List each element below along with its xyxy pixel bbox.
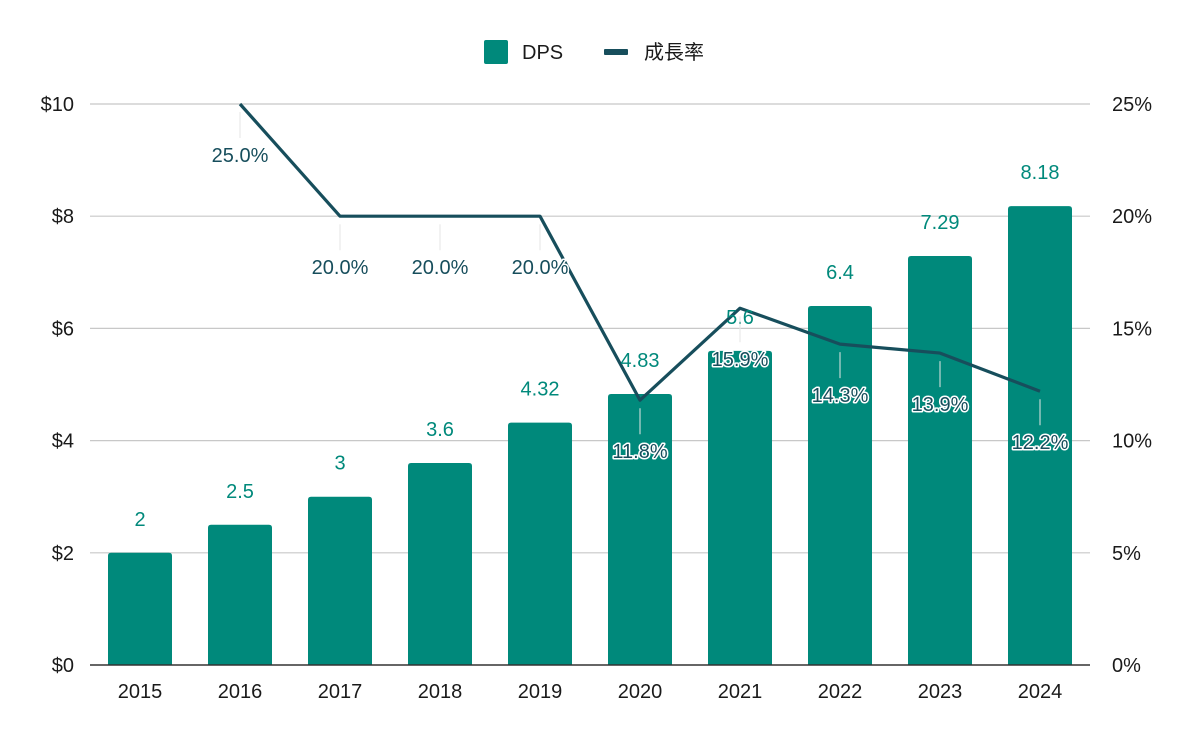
y-left-tick-label: $10 [41, 94, 74, 116]
y-left-tick-label: $2 [52, 543, 74, 565]
bar-value-label: 3.6 [426, 419, 454, 441]
line-value-label: 11.8% [612, 441, 667, 463]
bar-value-label: 7.29 [921, 212, 960, 234]
x-tick-label: 2019 [518, 681, 563, 703]
x-tick-label: 2018 [418, 681, 463, 703]
x-tick-label: 2023 [918, 681, 963, 703]
line-value-label: 20.0% [412, 257, 469, 279]
bar [908, 256, 972, 665]
line-value-label: 25.0% [212, 145, 269, 167]
bar-value-label: 6.4 [826, 262, 854, 284]
data-labels: 22.533.64.324.835.66.47.298.1825.0%20.0%… [134, 112, 1070, 531]
y-right-tick-label: 25% [1112, 94, 1152, 116]
line-value-label: 20.0% [312, 257, 369, 279]
y-left-tick-label: $4 [52, 431, 74, 453]
x-tick-label: 2024 [1018, 681, 1063, 703]
x-tick-label: 2020 [618, 681, 663, 703]
bar [708, 350, 772, 665]
x-tick-label: 2015 [118, 681, 163, 703]
legend-swatch-growth [604, 49, 628, 55]
legend: DPS 成長率 [484, 40, 704, 64]
y-right-tick-label: 0% [1112, 655, 1141, 677]
legend-label-growth: 成長率 [644, 41, 704, 64]
bar-value-label: 4.32 [521, 379, 560, 401]
y-left-tick-label: $0 [52, 655, 74, 677]
y-left-tick-label: $6 [52, 318, 74, 340]
bar-value-label: 4.83 [621, 350, 660, 372]
x-tick-label: 2016 [218, 681, 263, 703]
bar-value-label: 3 [334, 453, 345, 475]
line-value-label: 13.9% [912, 394, 969, 416]
line-series [238, 102, 1041, 402]
bar-value-label: 2 [134, 509, 145, 531]
bar [408, 463, 472, 665]
legend-label-dps: DPS [522, 42, 563, 64]
x-tick-label: 2021 [718, 681, 763, 703]
bar-value-label: 8.18 [1021, 162, 1060, 184]
bar [808, 305, 872, 665]
bar-series [108, 206, 1072, 666]
line-value-label: 20.0% [512, 257, 569, 279]
bar [208, 524, 272, 665]
growth-line [238, 102, 1041, 402]
bar [308, 496, 372, 665]
y-right-tick-label: 20% [1112, 206, 1152, 228]
axes: $0 0% $2 5% $4 10% $6 15% $8 20% $10 25% 2015 2016 201… [41, 94, 1153, 703]
bar [608, 394, 672, 665]
line-value-label: 14.3% [812, 385, 869, 407]
y-left-tick-label: $8 [52, 206, 74, 228]
bar [508, 422, 572, 665]
x-tick-label: 2017 [318, 681, 363, 703]
line-value-label: 12.2% [1012, 432, 1069, 454]
bar-value-label: 2.5 [226, 481, 254, 503]
bar [1008, 206, 1072, 666]
x-tick-label: 2022 [818, 681, 863, 703]
y-right-tick-label: 15% [1112, 318, 1152, 340]
y-right-tick-label: 5% [1112, 543, 1141, 565]
bar [108, 552, 172, 665]
y-right-tick-label: 10% [1112, 431, 1152, 453]
line-value-label: 15.9% [712, 349, 769, 371]
legend-swatch-dps [484, 40, 508, 64]
